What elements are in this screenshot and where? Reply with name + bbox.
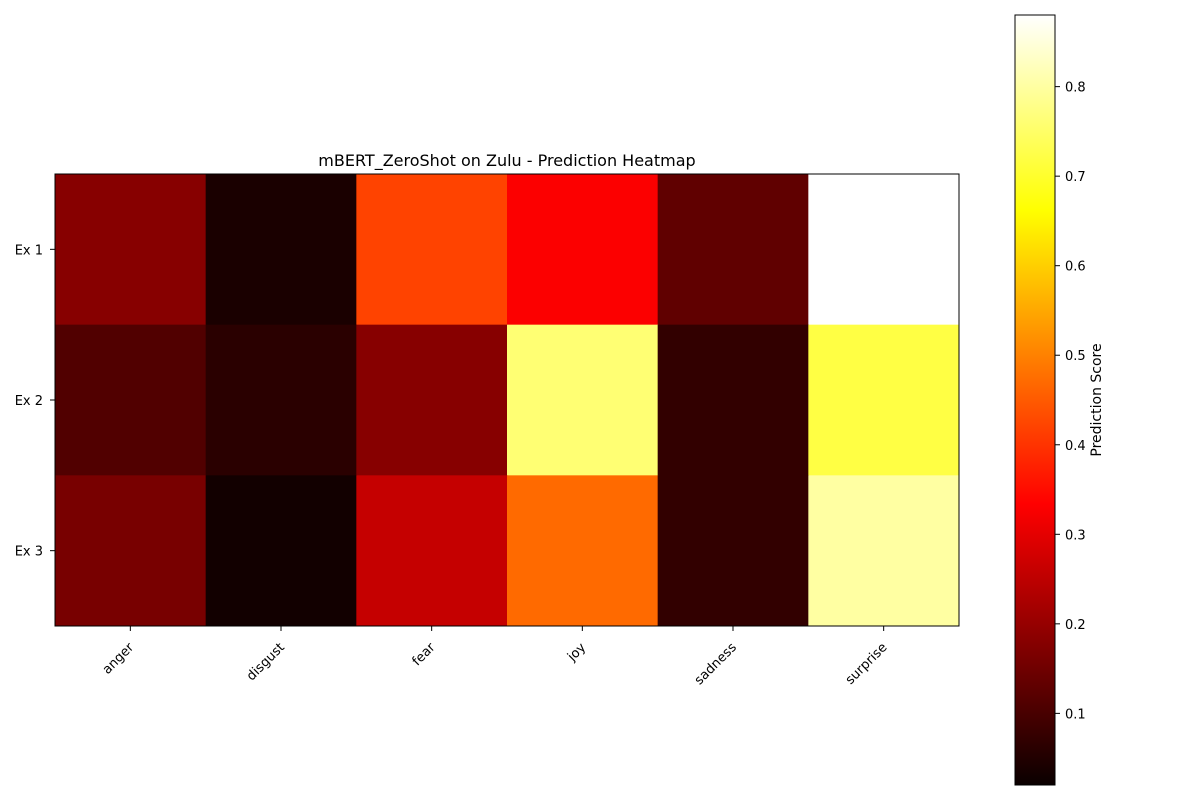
colorbar-tick-label: 0.7 (1065, 170, 1086, 185)
heatmap-cell (507, 324, 659, 476)
colorbar-tick-label: 0.3 (1065, 528, 1086, 543)
colorbar-tick-label: 0.1 (1065, 707, 1086, 722)
x-tick-label: surprise (843, 640, 891, 688)
x-tick-label: disgust (244, 640, 288, 684)
heatmap-cell (657, 324, 809, 476)
heatmap-cell (205, 174, 357, 326)
heatmap-cell (356, 475, 508, 627)
heatmap-cell (507, 174, 659, 326)
heatmap-cell (356, 324, 508, 476)
colorbar-tick-label: 0.2 (1065, 618, 1086, 633)
heatmap-cell (657, 174, 809, 326)
colorbar-tick-label: 0.5 (1065, 349, 1086, 364)
heatmap-cell (205, 475, 357, 627)
heatmap-cell (507, 475, 659, 627)
x-tick-label: anger (100, 640, 138, 678)
heatmap-cell (808, 174, 960, 326)
colorbar-tick-label: 0.8 (1065, 81, 1086, 96)
x-tick-label: sadness (692, 640, 740, 688)
y-tick-label: Ex 2 (15, 394, 43, 409)
heatmap-cell (55, 324, 207, 476)
heatmap-cells (55, 174, 960, 627)
heatmap-cell (205, 324, 357, 476)
x-tick-label: joy (564, 640, 589, 665)
y-axis: Ex 1 Ex 2 Ex 3 (15, 243, 55, 560)
heatmap-cell (356, 174, 508, 326)
heatmap-cell (808, 475, 960, 627)
heatmap-cell (55, 174, 207, 326)
colorbar (1014, 14, 1056, 786)
heatmap-cell (55, 475, 207, 627)
y-tick-label: Ex 3 (15, 545, 43, 560)
x-tick-label: fear (410, 640, 439, 669)
colorbar-ticks: 0.1 0.2 0.3 0.4 0.5 0.6 0.7 0.8 (1055, 81, 1086, 722)
colorbar-tick-label: 0.4 (1065, 439, 1086, 454)
chart-title: mBERT_ZeroShot on Zulu - Prediction Heat… (318, 151, 695, 171)
heatmap-cell (808, 324, 960, 476)
colorbar-label: Prediction Score (1089, 343, 1105, 456)
heatmap-cell (657, 475, 809, 627)
colorbar-tick-label: 0.6 (1065, 260, 1086, 275)
y-tick-label: Ex 1 (15, 243, 43, 258)
x-axis: anger disgust fear joy sadness surprise (100, 626, 891, 688)
